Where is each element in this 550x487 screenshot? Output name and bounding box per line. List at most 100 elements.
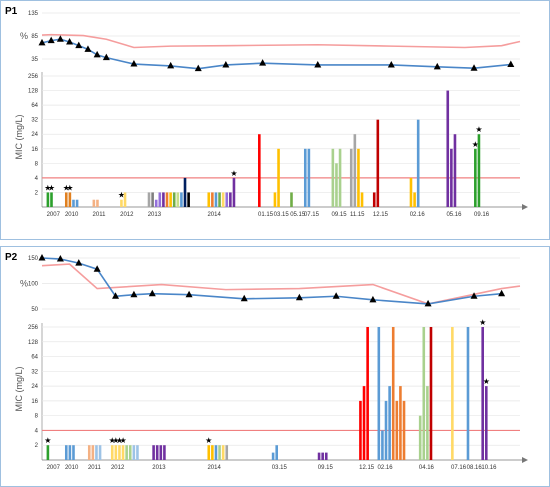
mic-bar bbox=[211, 192, 214, 207]
mic-bar bbox=[98, 445, 102, 460]
triangle-marker bbox=[75, 41, 83, 49]
mic-bar bbox=[466, 327, 470, 460]
mic-bar bbox=[218, 445, 221, 460]
x-label: 2007 bbox=[47, 212, 61, 218]
mic-bar bbox=[307, 148, 311, 207]
mic-bar bbox=[275, 445, 279, 460]
mic-bar bbox=[453, 134, 457, 207]
x-label: 2012 bbox=[120, 212, 134, 218]
star-icon: ★ bbox=[230, 169, 237, 178]
triangle-marker bbox=[498, 289, 506, 297]
percent-tick-label: 135 bbox=[28, 11, 39, 17]
mic-bar bbox=[277, 148, 280, 207]
mic-bar bbox=[121, 445, 125, 460]
mic-bar bbox=[225, 192, 229, 207]
mic-bar bbox=[484, 386, 488, 460]
mic-tick-label: 24 bbox=[31, 132, 38, 138]
mic-bar bbox=[377, 327, 381, 460]
triangle-marker bbox=[470, 292, 478, 299]
mic-tick-label: 64 bbox=[31, 103, 38, 109]
triangle-marker bbox=[369, 295, 377, 303]
mic-bar bbox=[273, 192, 277, 207]
mic-tick-label: 8 bbox=[35, 161, 39, 167]
x-label: 2012 bbox=[111, 465, 125, 471]
x-label: 05.16 bbox=[446, 212, 462, 218]
mic-bar bbox=[418, 415, 422, 460]
star-icon: ★ bbox=[44, 436, 51, 445]
star-icon: ★ bbox=[116, 436, 123, 445]
mic-tick-label: 16 bbox=[31, 147, 38, 153]
x-label: 2011 bbox=[93, 212, 107, 218]
mic-tick-label: 256 bbox=[28, 325, 39, 331]
triangle-marker bbox=[240, 294, 248, 302]
mic-bar bbox=[376, 119, 380, 207]
x-label: 2014 bbox=[207, 212, 221, 218]
triangle-marker bbox=[167, 61, 175, 69]
mic-tick-label: 32 bbox=[31, 369, 38, 375]
mic-tick-label: 4 bbox=[35, 176, 39, 182]
triangle-marker bbox=[387, 60, 395, 68]
triangle-marker bbox=[84, 45, 92, 52]
star-icon: ★ bbox=[472, 140, 479, 149]
mic-tick-label: 4 bbox=[35, 428, 39, 434]
x-label: 11.15 bbox=[350, 212, 365, 218]
x-label: 07.15 bbox=[304, 212, 320, 218]
mic-tick-label: 256 bbox=[28, 74, 39, 80]
triangle-marker bbox=[194, 64, 202, 72]
mic-bar bbox=[359, 400, 362, 460]
mic-bar bbox=[422, 327, 426, 460]
percent-tick-label: 150 bbox=[28, 256, 39, 262]
mic-bar bbox=[64, 192, 68, 207]
mic-bar bbox=[402, 400, 406, 460]
mic-bar bbox=[187, 192, 190, 207]
triangle-marker bbox=[112, 292, 120, 299]
mic-bar bbox=[207, 445, 211, 460]
percent-tick-label: 100 bbox=[28, 282, 39, 288]
triangle-marker bbox=[222, 60, 230, 68]
x-label: 2010 bbox=[65, 212, 79, 218]
star-icon: ★ bbox=[48, 183, 55, 192]
triangle-marker bbox=[433, 62, 441, 70]
triangle-marker bbox=[332, 292, 340, 299]
mic-bar bbox=[154, 199, 158, 207]
mic-tick-label: 2 bbox=[35, 190, 39, 196]
x-label: 04.16 bbox=[419, 465, 435, 471]
mic-bar bbox=[120, 199, 123, 207]
x-axis-arrow-icon bbox=[522, 204, 528, 210]
mic-bar bbox=[159, 445, 163, 460]
triangle-marker bbox=[259, 59, 267, 66]
mic-bar bbox=[391, 327, 395, 460]
x-label: 2013 bbox=[152, 465, 166, 471]
mic-tick-label: 128 bbox=[28, 340, 39, 346]
x-label: 03.15 bbox=[272, 465, 288, 471]
mic-bar bbox=[207, 192, 211, 207]
star-icon: ★ bbox=[63, 183, 70, 192]
x-label: 10.16 bbox=[481, 465, 497, 471]
x-label: 2010 bbox=[65, 465, 79, 471]
mic-bar bbox=[303, 148, 307, 207]
mic-bar bbox=[357, 148, 360, 207]
x-label: 2014 bbox=[207, 465, 221, 471]
mic-bar bbox=[46, 192, 50, 207]
triangle-marker bbox=[75, 259, 83, 266]
mic-bar bbox=[388, 386, 391, 460]
mic-tick-label: 8 bbox=[35, 414, 39, 420]
mic-bar bbox=[151, 192, 154, 207]
mic-bar bbox=[446, 90, 450, 207]
mic-bar bbox=[429, 327, 433, 460]
mic-bar bbox=[366, 327, 369, 460]
mic-bar bbox=[321, 452, 324, 460]
triangle-marker bbox=[507, 60, 515, 68]
mic-bar bbox=[271, 452, 275, 460]
mic-bar bbox=[128, 445, 132, 460]
mic-bar bbox=[68, 445, 72, 460]
x-label: 09.15 bbox=[332, 212, 348, 218]
percent-line bbox=[41, 38, 511, 70]
mic-bar bbox=[172, 192, 176, 207]
mic-bar bbox=[477, 134, 481, 207]
mic-bar bbox=[136, 445, 139, 460]
mic-bar bbox=[152, 445, 155, 460]
mic-bar bbox=[413, 192, 416, 207]
mic-bar bbox=[123, 192, 127, 207]
